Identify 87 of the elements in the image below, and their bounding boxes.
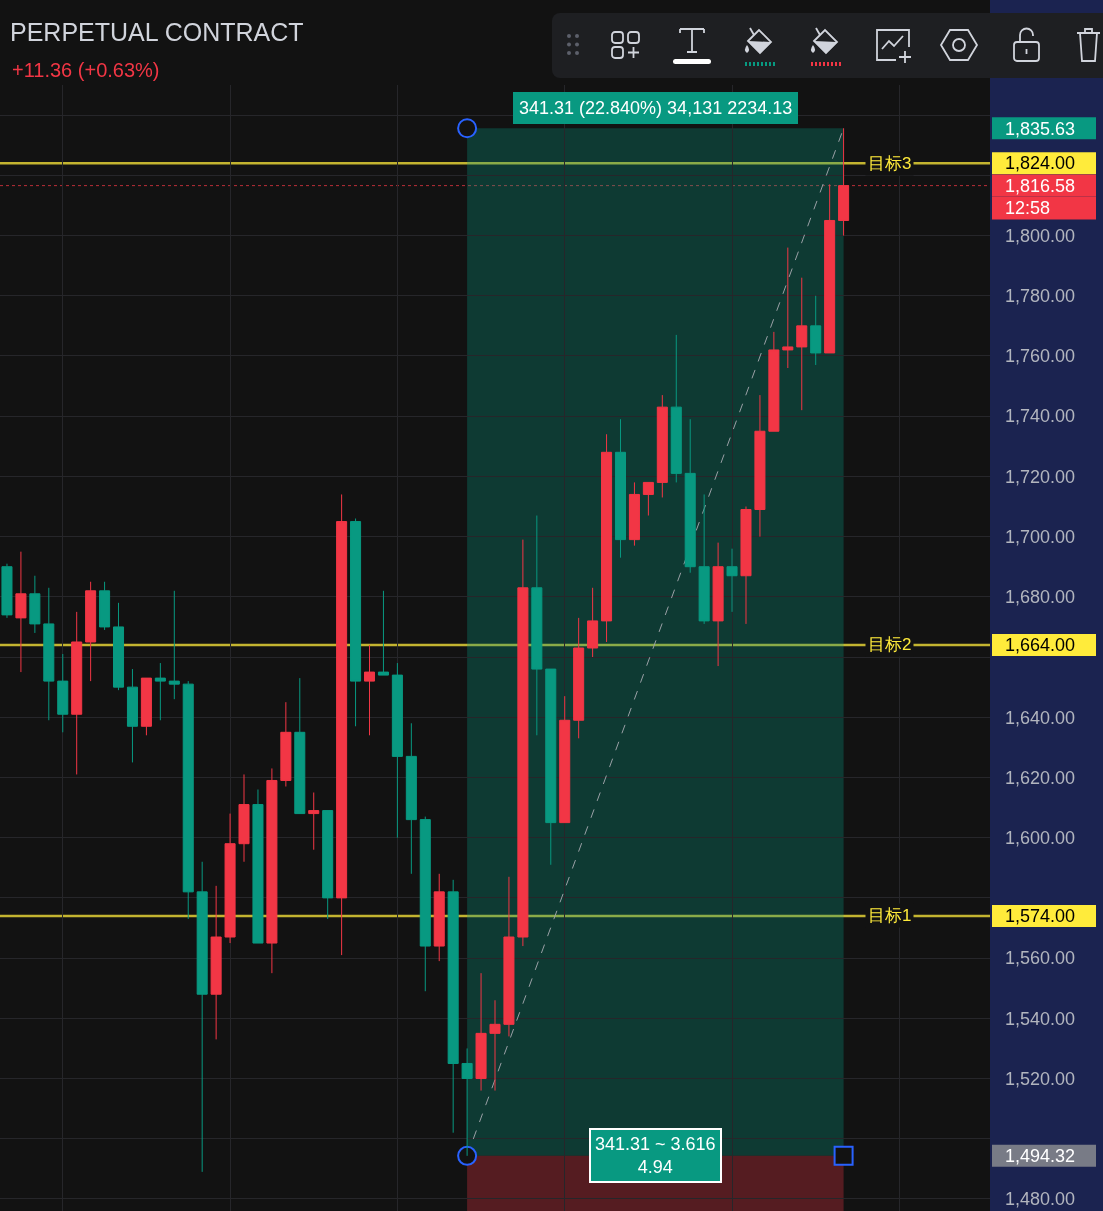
candlestick [210,885,222,1040]
y-tick-label: 1,680.00 [1005,587,1076,608]
candlestick [559,695,571,824]
candlestick [587,587,599,658]
annotation: 目标2 [868,635,912,654]
ref-line-label: 1,824.00 [1005,153,1076,173]
candlestick [768,331,780,432]
candlestick [698,493,710,625]
candlestick [712,542,724,667]
y-tick-label: 1,494.32 [1005,1146,1076,1167]
candlestick [113,602,125,691]
candlestick [140,677,152,736]
candlestick [238,773,250,863]
ref-line-label: 1,664.00 [1005,635,1076,655]
candlestick [294,677,306,815]
annotation: 341.31 ~ 3.616 4.94 [595,1134,716,1178]
y-tick-label: 1,720.00 [1005,466,1076,487]
annotation: 341.31 (22.840%) 34,131 2234.13 [519,98,793,118]
candlestick [15,551,27,673]
candlestick [322,810,334,920]
y-tick-label: 1,540.00 [1005,1008,1076,1029]
y-tick-label: 1,560.00 [1005,948,1076,969]
candlestick [447,879,459,1134]
y-tick-label: 1,800.00 [1005,225,1076,246]
candlestick [601,433,613,643]
candlestick [196,861,208,1173]
candlestick [461,1047,473,1157]
candlestick [1,563,13,619]
candlestick [126,668,138,763]
candlestick [391,662,403,839]
chart-subtitle: +11.36 (+0.63%) [12,59,160,81]
candlestick [726,548,738,613]
candlestick [684,418,696,574]
candlestick [419,816,431,992]
annotation: 目标3 [868,154,912,173]
candlestick [43,587,55,721]
ref-line-label: 1,816.58 [1005,176,1076,196]
y-tick-label: 1,740.00 [1005,406,1076,427]
candlestick [266,767,278,974]
candlestick [363,644,376,736]
candlestick [252,789,264,944]
candlestick [489,999,501,1092]
candlestick [475,972,487,1092]
candlestick [336,493,348,956]
candlestick [740,506,752,625]
chart-title: PERPETUAL CONTRACT [10,17,304,46]
candlestick [377,590,389,676]
candlestick [573,617,585,739]
candlestick [670,334,682,483]
y-tick-label: 1,700.00 [1005,526,1076,547]
candlestick [810,295,822,366]
candlestick [656,394,668,498]
candlestick [628,481,640,547]
candlestick [29,575,41,634]
candlestick [796,277,808,411]
candlestick [280,701,292,787]
candlestick [350,518,362,727]
text: 12:58 [1005,198,1051,218]
y-tick-label: 1,640.00 [1005,707,1076,728]
candlestick [642,481,654,517]
y-tick-label: 1,600.00 [1005,827,1076,848]
candlestick [433,873,445,962]
candlestick [782,247,794,369]
candlestick [182,680,194,920]
candlestick [308,792,320,851]
candlestick [85,581,97,682]
annotation: 目标1 [868,906,912,925]
candlestick [71,611,83,775]
candlestick [531,515,543,736]
y-tick-label: 1,835.63 [1005,118,1076,139]
candlestick [517,539,529,947]
candlestick [614,418,627,559]
candlestick [168,590,180,700]
candlestick [99,581,111,631]
candlestick [154,662,166,721]
y-tick-label: 1,780.00 [1005,286,1076,307]
candlestick [754,394,766,538]
y-tick-label: 1,620.00 [1005,767,1076,788]
ref-line-label: 1,574.00 [1005,906,1076,926]
candlestick [545,668,557,866]
candlestick [57,653,69,733]
candlestick [503,876,515,1037]
y-tick-label: 1,480.00 [1005,1189,1076,1210]
y-tick-label: 1,760.00 [1005,346,1076,367]
candlestick [405,722,417,875]
candlestick [224,813,236,944]
y-tick-label: 1,520.00 [1005,1068,1076,1089]
